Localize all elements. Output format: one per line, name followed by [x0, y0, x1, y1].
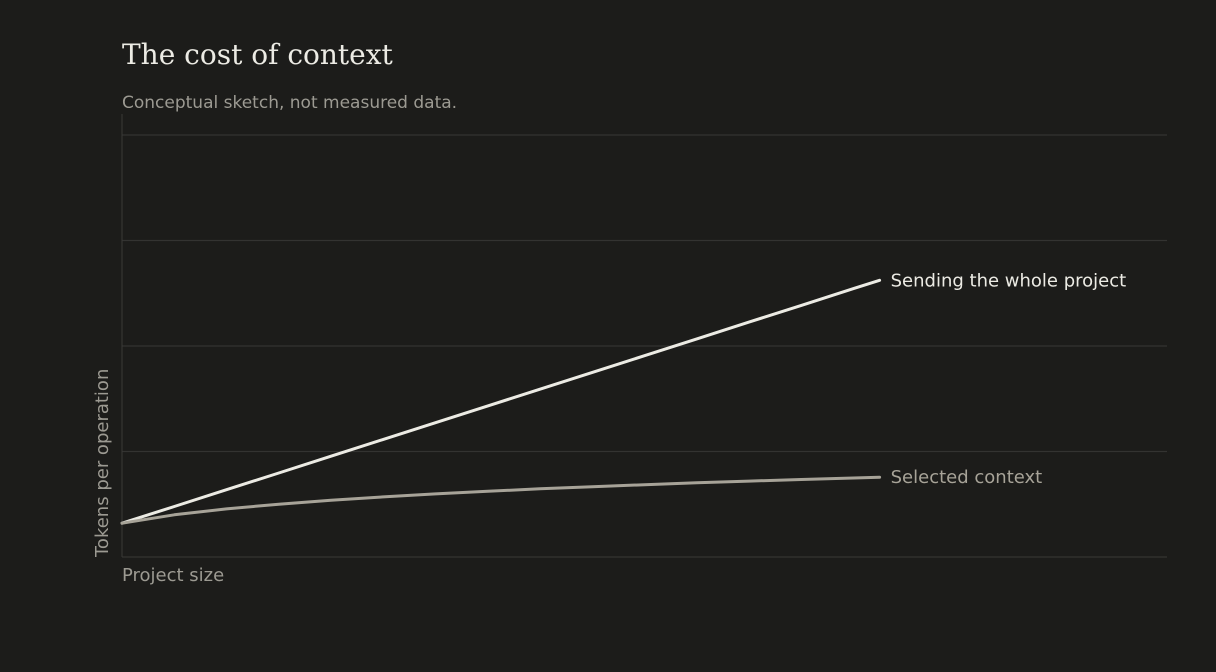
- series-label-0: Sending the whole project: [891, 270, 1127, 291]
- series-label-1: Selected context: [891, 467, 1043, 488]
- x-axis-label: Project size: [122, 565, 224, 586]
- y-axis-label: Tokens per operation: [92, 369, 113, 558]
- series-line-0: [120, 278, 882, 525]
- grid-lines: [122, 134, 1167, 453]
- series-line-1: [120, 475, 882, 525]
- chart-title: The cost of context: [122, 38, 393, 71]
- series-layer: Sending the whole project Selected contex…: [120, 270, 1127, 525]
- chart-subtitle: Conceptual sketch, not measured data.: [122, 93, 458, 113]
